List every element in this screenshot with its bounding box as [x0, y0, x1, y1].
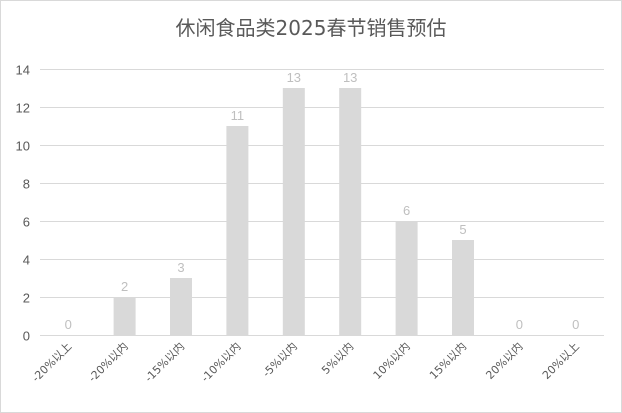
x-tick-label: 15%以内 — [426, 339, 469, 382]
data-labels: 0 2 3 11 13 13 6 5 0 0 — [65, 70, 580, 332]
bar — [170, 278, 192, 335]
y-axis-ticks: 0 2 4 6 8 10 12 14 — [16, 63, 30, 344]
bar — [339, 88, 362, 335]
x-tick-label: -5%以内 — [259, 339, 300, 380]
y-tick-label: 8 — [23, 177, 30, 192]
data-label: 2 — [121, 279, 128, 294]
y-tick-label: 4 — [23, 253, 30, 268]
bar — [452, 240, 474, 335]
x-tick-label: -15%以内 — [142, 339, 188, 385]
gridlines — [40, 69, 604, 336]
y-tick-label: 0 — [23, 329, 30, 344]
x-tick-label: -20%以上 — [29, 340, 74, 385]
x-tick-label: 20%以内 — [483, 339, 526, 382]
x-tick-label: 10%以内 — [370, 339, 413, 382]
data-label: 0 — [516, 317, 523, 332]
y-tick-label: 2 — [23, 291, 30, 306]
data-label: 13 — [343, 70, 357, 85]
bar — [226, 126, 249, 335]
x-axis-ticks: -20%以上 -20%以内 -15%以内 -10%以内 -5%以内 5%以内 10%以内 15… — [29, 339, 581, 385]
data-label: 3 — [177, 260, 184, 275]
data-label: 0 — [572, 317, 579, 332]
x-tick-label: 5%以内 — [319, 339, 357, 377]
y-tick-label: 12 — [16, 101, 30, 116]
bar — [282, 88, 305, 335]
data-label: 11 — [231, 108, 245, 123]
bar — [395, 221, 418, 335]
x-tick-label: -20%以内 — [85, 339, 131, 385]
data-label: 5 — [459, 222, 466, 237]
y-tick-label: 14 — [16, 63, 30, 78]
x-tick-label: -10%以内 — [198, 339, 244, 385]
chart-title: 休闲食品类2025春节销售预估 — [175, 16, 447, 40]
y-tick-label: 6 — [23, 215, 30, 230]
x-tick-label: 20%以上 — [540, 340, 582, 382]
bar — [113, 297, 136, 335]
data-label: 0 — [65, 317, 72, 332]
bar-series — [113, 88, 474, 335]
data-label: 13 — [287, 70, 301, 85]
data-label: 6 — [403, 203, 410, 218]
y-tick-label: 10 — [16, 139, 30, 154]
